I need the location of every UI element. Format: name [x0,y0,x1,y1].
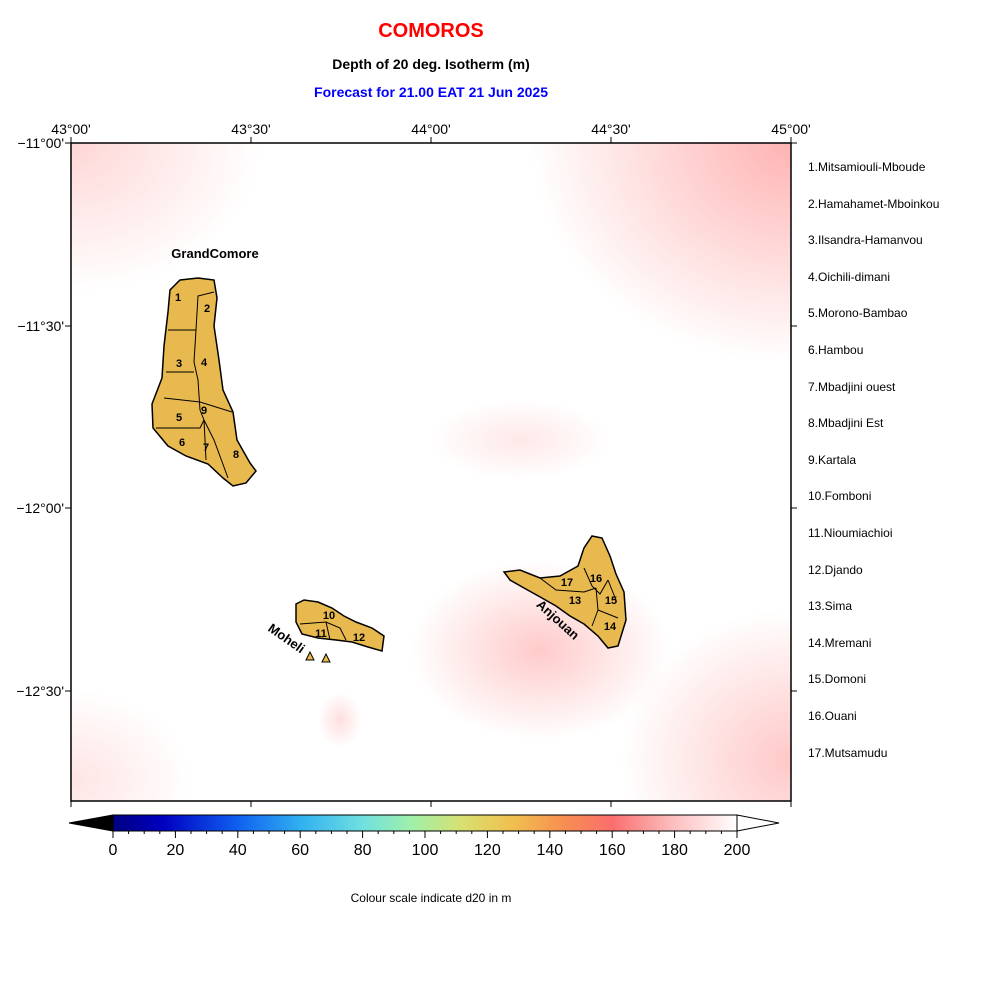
legend-item: 9.Kartala [808,452,857,467]
colorbar-under-triangle [68,814,114,832]
region-number-4: 4 [201,357,208,369]
region-number-13: 13 [569,595,581,607]
colorbar-label-40: 40 [228,842,247,859]
legend-item: 3.Ilsandra-Hamanvou [808,233,923,248]
legend-item: 5.Morono-Bambao [808,306,908,321]
region-number-7: 7 [203,442,209,454]
anjouan-island: 17 16 13 15 14 [502,535,627,649]
colorbar-label-80: 80 [353,842,372,859]
legend-item: 11.Nioumiachioi [808,525,893,540]
colorbar-label-160: 160 [598,842,626,859]
legend-item: 4.Oichili-dimani [808,269,891,284]
colorbar-label-120: 120 [474,842,501,859]
region-number-1: 1 [175,292,181,304]
colorbar-label-0: 0 [108,842,118,859]
legend-item: 14.Mremani [808,635,872,650]
d20-field [71,143,791,801]
colorbar-over-triangle [736,814,780,832]
region-number-17: 17 [561,577,573,589]
region-number-9: 9 [201,405,207,417]
region-number-14: 14 [604,621,617,633]
lon-label-44-00: 44°00' [411,121,451,137]
legend-item: 15.Domoni [808,672,867,687]
region-number-2: 2 [204,303,210,315]
grand-comore-island: 1 2 3 4 5 9 6 7 8 [151,277,257,487]
lat-label-11-00: −11°00' [17,135,64,151]
colorbar-label-180: 180 [661,842,688,859]
lon-label-44-30: 44°30' [591,121,631,137]
colorbar [68,814,780,838]
legend-item: 2.Hamahamet-Mboinkou [808,196,940,211]
moheli-island: 10 11 12 [295,599,385,663]
legend-item: 17.Mutsamudu [808,745,888,760]
lat-label-11-30: −11°30' [17,318,64,334]
region-number-16: 16 [590,573,602,585]
colorbar-ticks [112,831,738,838]
region-number-10: 10 [323,610,335,622]
region-number-5: 5 [176,412,182,424]
island-label-grand-comore: GrandComore [171,246,258,261]
region-number-8: 8 [233,449,239,461]
colorbar-label-200: 200 [723,842,751,859]
colorbar-label-140: 140 [536,842,564,859]
legend-item: 7.Mbadjini ouest [808,379,896,394]
lon-label-43-30: 43°30' [231,121,271,137]
legend-item: 16.Ouani [808,708,857,723]
legend-item: 10.Fomboni [808,489,872,504]
colorbar-label-100: 100 [411,842,439,859]
region-number-15: 15 [605,595,617,607]
region-number-6: 6 [179,437,185,449]
colorbar-label-20: 20 [166,842,185,859]
lon-label-45-00: 45°00' [771,121,811,137]
region-legend: 1.Mitsamiouli-Mboude 2.Hamahamet-Mboinko… [808,158,939,780]
lon-label-43-00: 43°00' [51,121,91,137]
legend-item: 1.Mitsamiouli-Mboude [808,160,926,174]
colorbar-caption: Colour scale indicate d20 in m [350,891,512,905]
forecast-time: Forecast for 21.00 EAT 21 Jun 2025 [314,84,548,100]
region-number-12: 12 [353,632,365,644]
legend-item: 8.Mbadjini Est [808,416,884,431]
region-number-11: 11 [315,628,327,640]
lat-label-12-00: −12°00' [16,500,64,516]
region-number-3: 3 [176,358,182,370]
map-subtitle: Depth of 20 deg. Isotherm (m) [332,56,530,72]
legend-item: 6.Hambou [808,342,864,357]
map-ticks [65,137,797,807]
colorbar-label-60: 60 [291,842,310,859]
colorbar-gradient [112,814,738,832]
legend-item: 13.Sima [808,599,853,614]
legend-item: 12.Djando [808,562,863,577]
map-title: COMOROS [378,20,484,42]
lat-label-12-30: −12°30' [16,683,64,699]
